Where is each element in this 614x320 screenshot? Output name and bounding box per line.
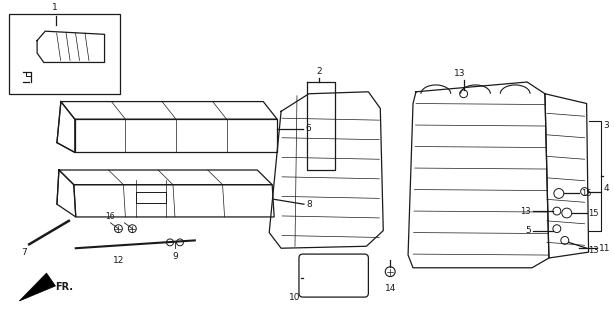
- Text: 12: 12: [113, 256, 124, 265]
- Text: 13: 13: [521, 207, 531, 216]
- Text: 13: 13: [454, 69, 465, 78]
- Text: 6: 6: [305, 124, 311, 133]
- Bar: [136, 191, 166, 203]
- Text: 11: 11: [599, 244, 610, 253]
- Text: 8: 8: [306, 200, 312, 209]
- Text: 5: 5: [526, 226, 531, 235]
- Polygon shape: [19, 273, 55, 301]
- Text: 15: 15: [581, 189, 591, 198]
- Text: 13: 13: [589, 246, 599, 255]
- Text: 1: 1: [52, 3, 57, 12]
- Text: FR.: FR.: [55, 282, 73, 292]
- Text: 15: 15: [589, 209, 599, 218]
- Text: 16: 16: [106, 212, 115, 221]
- Text: 10: 10: [289, 292, 301, 302]
- Text: 4: 4: [604, 184, 609, 193]
- Text: 7: 7: [21, 248, 27, 257]
- Text: 3: 3: [604, 121, 609, 130]
- Text: 14: 14: [384, 284, 396, 293]
- Bar: [9, 13, 120, 94]
- Text: 9: 9: [172, 252, 178, 261]
- Text: 2: 2: [316, 67, 322, 76]
